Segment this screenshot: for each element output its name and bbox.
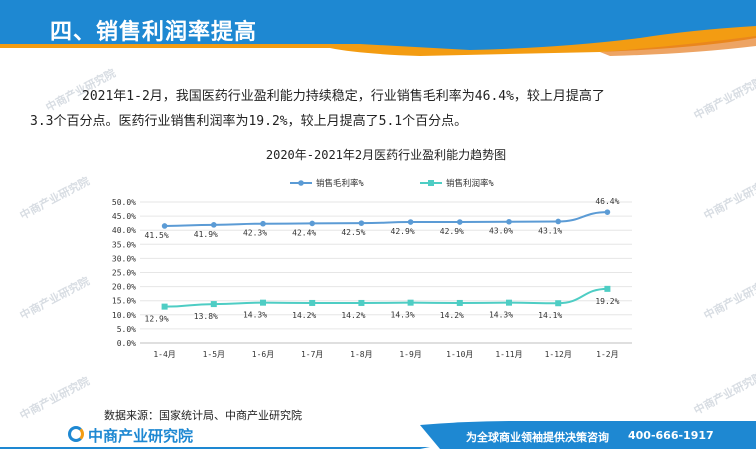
x-tick-label: 1-9月: [399, 350, 421, 359]
data-label: 46.4%: [595, 197, 619, 206]
legend-label: 销售利润率%: [446, 178, 494, 189]
data-point: [506, 299, 512, 306]
data-point: [604, 285, 611, 292]
data-point: [358, 220, 365, 226]
data-point: [506, 218, 512, 225]
series-line: [164, 211, 608, 227]
footer-slogan: 为全球商业领袖提供决策咨询: [466, 431, 609, 444]
y-tick-label: 5.0%: [117, 325, 136, 334]
data-label: 12.9%: [145, 315, 169, 324]
data-label: 19.2%: [595, 297, 619, 306]
legend-marker: [298, 180, 304, 186]
data-point: [260, 299, 266, 306]
data-point: [309, 299, 316, 306]
y-tick-label: 30.0%: [112, 254, 136, 263]
x-tick-label: 1-10月: [446, 350, 473, 359]
x-tick-label: 1-12月: [545, 350, 572, 359]
line-chart: 2020年-2021年2月医药行业盈利能力趋势图 销售毛利率% 销售利润率% 0.…: [112, 148, 632, 359]
chart-series: 41.5% 41.9% 42.3% 42.4% 42.5% 42.9% 42.9% 43.0%…: [145, 197, 620, 323]
data-label: 41.5%: [145, 231, 169, 240]
y-tick-label: 50.0%: [112, 198, 136, 207]
company-logo-text: 中商产业研究院: [88, 427, 194, 445]
data-label: 14.2%: [440, 311, 464, 320]
data-label: 14.2%: [341, 311, 365, 320]
y-axis-ticks: 0.0% 5.0% 10.0% 15.0% 20.0% 25.0% 30.0% 35.0% 40…: [112, 198, 136, 348]
data-point: [555, 218, 561, 225]
data-point: [407, 219, 414, 225]
x-tick-label: 1-4月: [153, 350, 175, 359]
data-point: [309, 220, 316, 227]
y-tick-label: 15.0%: [112, 297, 136, 306]
data-point: [211, 222, 217, 228]
company-logo-icon: [68, 426, 84, 442]
data-point: [210, 301, 217, 308]
x-tick-label: 1-8月: [350, 350, 372, 359]
data-point: [358, 299, 365, 306]
data-point: [457, 219, 463, 225]
data-point: [456, 299, 463, 306]
data-point: [555, 300, 562, 307]
data-label: 42.9%: [391, 227, 415, 236]
x-tick-label: 1-6月: [252, 350, 274, 359]
data-label: 42.3%: [243, 229, 267, 238]
x-tick-label: 1-7月: [301, 350, 323, 359]
x-axis-ticks: 1-4月 1-5月 1-6月 1-7月 1-8月 1-9月 1-10月 1-11月 1-12月 1…: [153, 350, 618, 359]
summary-paragraph: 2021年1-2月，我国医药行业盈利能力持续稳定，行业销售毛利率为46.4%，较…: [30, 84, 730, 134]
data-point: [407, 299, 414, 306]
y-tick-label: 45.0%: [112, 212, 136, 221]
series-line: [164, 287, 608, 308]
page-title: 四、销售利润率提高: [50, 19, 258, 45]
legend-marker: [428, 180, 434, 186]
y-tick-label: 0.0%: [117, 339, 136, 348]
data-label: 14.1%: [538, 311, 562, 320]
data-source: 数据来源：国家统计局、中商产业研究院: [104, 409, 302, 422]
y-tick-label: 20.0%: [112, 283, 136, 292]
data-point: [161, 303, 168, 310]
data-label: 14.3%: [391, 311, 415, 320]
header-band: [0, 0, 756, 56]
data-label: 41.9%: [194, 230, 218, 239]
y-tick-label: 35.0%: [112, 240, 136, 249]
data-point: [260, 220, 266, 227]
chart-title: 2020年-2021年2月医药行业盈利能力趋势图: [266, 148, 506, 162]
x-tick-label: 1-5月: [203, 350, 225, 359]
y-tick-label: 10.0%: [112, 311, 136, 320]
footer-phone: 400-666-1917: [628, 429, 714, 442]
data-label: 42.9%: [440, 227, 464, 236]
data-label: 43.1%: [538, 226, 562, 235]
x-tick-label: 1-11月: [495, 350, 522, 359]
x-tick-label: 1-2月: [596, 350, 618, 359]
footer-band: [0, 421, 756, 449]
data-label: 14.3%: [243, 311, 267, 320]
data-point: [604, 209, 611, 215]
chart-grid: [140, 201, 632, 344]
y-tick-label: 40.0%: [112, 226, 136, 235]
y-tick-label: 25.0%: [112, 269, 136, 278]
data-point: [161, 223, 168, 229]
chart-legend: 销售毛利率% 销售利润率%: [290, 178, 494, 189]
legend-label: 销售毛利率%: [316, 178, 364, 189]
summary-line-2: 3.3个百分点。医药行业销售利润率为19.2%，较上月提高了5.1个百分点。: [30, 114, 468, 129]
data-label: 14.3%: [489, 311, 513, 320]
data-label: 13.8%: [194, 312, 218, 321]
data-label: 42.4%: [292, 228, 316, 237]
data-label: 14.2%: [292, 311, 316, 320]
data-label: 42.5%: [341, 228, 365, 237]
data-label: 43.0%: [489, 227, 513, 236]
summary-line-1: 2021年1-2月，我国医药行业盈利能力持续稳定，行业销售毛利率为46.4%，较…: [82, 89, 605, 104]
